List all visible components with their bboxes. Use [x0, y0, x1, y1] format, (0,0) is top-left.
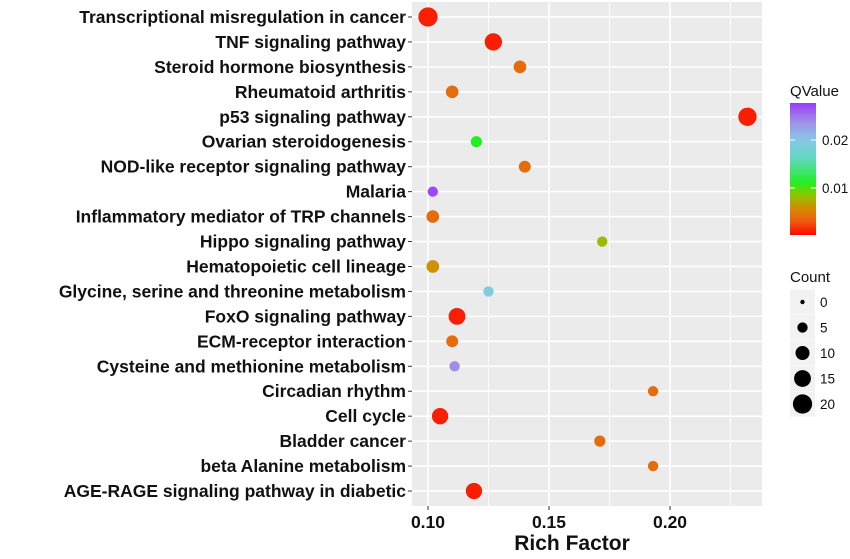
- data-point: [518, 160, 531, 173]
- size-legend-label: 10: [820, 346, 835, 361]
- category-label: Circadian rhythm: [262, 381, 406, 401]
- data-point: [647, 460, 659, 472]
- data-point: [738, 107, 757, 126]
- size-legend-title: Count: [790, 269, 831, 286]
- x-axis-title: Rich Factor: [514, 532, 630, 554]
- category-label: Ovarian steroidogenesis: [202, 132, 407, 152]
- category-label: NOD-like receptor signaling pathway: [101, 157, 407, 177]
- size-legend-dot: [795, 346, 810, 360]
- size-legend-dot: [797, 322, 808, 333]
- size-legend-label: 20: [820, 397, 835, 412]
- color-bar: [790, 103, 816, 235]
- data-point: [427, 186, 438, 197]
- data-point: [426, 210, 440, 223]
- data-point: [483, 286, 494, 297]
- category-label: Cysteine and methionine metabolism: [97, 356, 406, 376]
- category-label: AGE-RAGE signaling pathway in diabetic: [64, 481, 407, 501]
- data-point: [431, 408, 449, 425]
- category-label: p53 signaling pathway: [219, 107, 406, 127]
- category-label: FoxO signaling pathway: [205, 306, 407, 326]
- data-point: [484, 33, 503, 51]
- category-label: Glycine, serine and threonine metabolism: [59, 281, 406, 301]
- x-tick-label: 0.10: [411, 512, 445, 532]
- x-tick-label: 0.20: [653, 512, 687, 532]
- data-point: [426, 260, 440, 273]
- data-point: [597, 236, 608, 247]
- size-legend-dot: [800, 299, 805, 305]
- color-legend-title: QValue: [790, 83, 839, 100]
- category-label: Inflammatory mediator of TRP channels: [76, 207, 407, 227]
- data-point: [445, 85, 459, 99]
- data-point: [465, 482, 483, 500]
- data-point: [647, 386, 659, 397]
- category-label: Rheumatoid arthritis: [235, 82, 406, 102]
- size-legend-dot: [792, 394, 813, 414]
- color-legend-label: 0.01: [822, 181, 848, 196]
- plot-panel: [412, 2, 762, 506]
- x-tick-label: 0.15: [532, 512, 566, 532]
- size-legend-label: 15: [820, 372, 835, 387]
- data-point: [418, 7, 438, 27]
- category-label: TNF signaling pathway: [215, 32, 406, 52]
- category-label: Malaria: [346, 182, 407, 202]
- size-legend-dot: [794, 370, 811, 387]
- size-legend-label: 5: [820, 321, 828, 336]
- size-legend-label: 0: [820, 295, 828, 310]
- category-label: Transcriptional misregulation in cancer: [79, 7, 406, 27]
- data-point: [470, 136, 482, 148]
- data-point: [448, 307, 466, 325]
- category-label: beta Alanine metabolism: [200, 456, 406, 476]
- category-label: ECM-receptor interaction: [197, 331, 406, 351]
- category-label: Cell cycle: [325, 406, 406, 426]
- category-label: Hematopoietic cell lineage: [186, 256, 406, 276]
- category-label: Steroid hormone biosynthesis: [154, 57, 406, 77]
- data-point: [449, 361, 460, 372]
- category-label: Hippo signaling pathway: [200, 232, 406, 252]
- data-point: [446, 335, 459, 348]
- color-legend-label: 0.02: [822, 133, 848, 148]
- category-label: Bladder cancer: [280, 431, 407, 451]
- data-point: [594, 435, 606, 447]
- data-point: [513, 60, 527, 74]
